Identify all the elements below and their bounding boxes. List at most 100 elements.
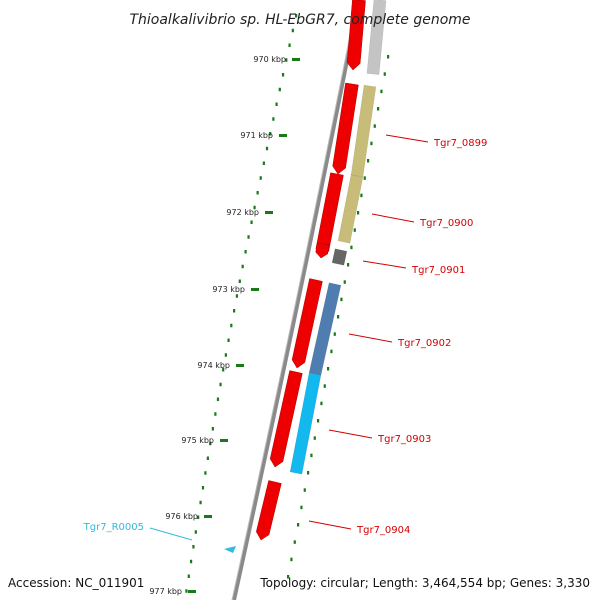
track-dot-right <box>327 367 330 371</box>
tick-label: 977 kbp <box>149 587 182 596</box>
track-dot-right <box>297 523 300 527</box>
track-dot-right <box>373 124 376 128</box>
track-dot <box>222 368 225 372</box>
track-dot <box>224 353 227 357</box>
cds-arrow-tgr7-0901 <box>315 242 330 259</box>
track-dot <box>219 382 222 387</box>
backbone-highlight <box>231 0 358 600</box>
tick-mark <box>265 211 273 214</box>
track-dot-right <box>290 557 293 562</box>
track-dot-right <box>313 436 316 440</box>
blast-hit-tan <box>350 84 377 178</box>
track-dot <box>209 441 212 446</box>
track-dot-right <box>360 193 363 198</box>
tick-label: 974 kbp <box>197 361 230 370</box>
track-dot <box>278 87 281 92</box>
gene-label: Tgr7_0900 <box>419 218 473 229</box>
track-dot <box>214 412 217 416</box>
tick-mark <box>292 58 300 61</box>
tick-mark <box>251 288 259 291</box>
track-dot-right <box>317 419 320 423</box>
track-dot <box>241 264 244 269</box>
track-dot <box>187 574 190 578</box>
track-dot-right <box>330 349 333 354</box>
track-dot <box>291 28 294 33</box>
track-dot <box>250 220 253 224</box>
track-dot-right <box>363 176 366 180</box>
cds-arrow-tgr7-0903 <box>269 370 303 468</box>
track-dot <box>288 43 291 47</box>
accession-text: Accession: NC_011901 <box>8 576 144 590</box>
blast-hit-steel <box>308 282 342 376</box>
track-dot <box>247 235 250 239</box>
track-dot <box>216 397 220 401</box>
track-dot-right <box>303 488 306 492</box>
track-dot <box>230 323 233 328</box>
label-leader-line <box>149 527 193 541</box>
track-dot <box>204 471 207 475</box>
cds-arrow-tgr7-0899 <box>332 82 359 175</box>
gene-label: Tgr7_0901 <box>411 265 465 276</box>
track-dot-right <box>323 384 326 388</box>
cds-arrow-tgr7-0902 <box>291 278 323 369</box>
track-dot-right <box>307 471 310 475</box>
scale-ticks: 970 kbp 971 kbp 972 kbp 973 kbp 974 kbp 975 k… <box>149 55 300 596</box>
track-dot <box>265 146 269 151</box>
track-dot <box>275 102 278 106</box>
tick-label: 973 kbp <box>212 285 245 294</box>
dotted-tick-track <box>185 14 390 593</box>
blast-hit-tan <box>337 174 364 244</box>
track-dot <box>185 589 188 593</box>
track-dot <box>189 559 193 564</box>
track-dot <box>233 309 236 313</box>
track-dot <box>192 545 195 549</box>
track-dot-right <box>310 453 313 458</box>
tick-mark <box>204 515 212 518</box>
track-dot <box>262 161 265 165</box>
track-dot-right <box>353 228 356 232</box>
gene-label: Tgr7_0903 <box>377 434 431 445</box>
tick-mark <box>279 134 287 137</box>
track-dot-right <box>383 72 386 76</box>
blast-hit-gray <box>366 0 387 75</box>
track-dot <box>238 279 241 283</box>
tick-label: 976 kbp <box>165 512 198 521</box>
backbone-line <box>232 0 361 600</box>
track-dot-right <box>350 245 353 250</box>
track-dot <box>253 205 256 210</box>
label-leader-line <box>385 134 429 143</box>
track-dot-right <box>333 332 336 336</box>
gene-label: Tgr7_0904 <box>356 525 410 536</box>
blast-hit-dark <box>331 248 348 266</box>
track-dot <box>206 456 209 460</box>
track-dot <box>244 250 247 254</box>
track-dot-right <box>293 540 296 544</box>
cds-arrow-tgr7-0904 <box>256 480 282 541</box>
rna-feature-tgr7-r0005 <box>224 546 236 553</box>
track-dot <box>227 338 230 342</box>
label-leader-line <box>362 260 407 269</box>
tick-mark <box>188 590 196 593</box>
track-dot <box>197 515 200 519</box>
track-dot <box>194 530 197 534</box>
track-dot-right <box>357 211 360 215</box>
track-dot <box>199 500 202 505</box>
map-title: Thioalkalivibrio sp. HL-EbGR7, complete … <box>129 12 470 28</box>
track-dot-right <box>367 159 370 163</box>
tick-mark <box>220 439 228 442</box>
tick-label: 970 kbp <box>253 55 286 64</box>
track-dot <box>259 176 262 180</box>
track-dot-right <box>343 280 346 284</box>
track-dot-right <box>287 575 290 579</box>
track-dot-right <box>377 107 380 111</box>
genome-backbone <box>231 0 361 600</box>
track-dot-right <box>370 141 373 146</box>
label-leader-line <box>308 520 352 530</box>
track-dot <box>272 117 275 121</box>
track-dot-right <box>340 297 343 302</box>
label-leader-line <box>328 429 373 439</box>
track-dot-right <box>380 89 383 94</box>
gene-label: Tgr7_0902 <box>397 338 451 349</box>
